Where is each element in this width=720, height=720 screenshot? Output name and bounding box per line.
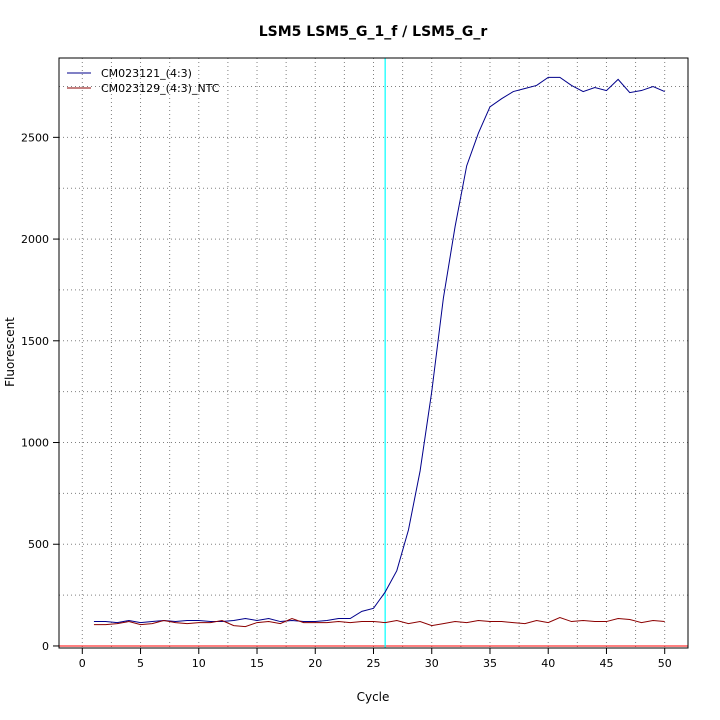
y-tick-label: 1000 — [21, 437, 49, 450]
y-tick-label: 500 — [28, 538, 49, 551]
y-tick-label: 2500 — [21, 131, 49, 144]
legend-label-1: CM023121_(4:3) — [101, 67, 192, 80]
y-axis-label: Fluorescent — [3, 317, 17, 387]
x-tick-label: 15 — [250, 657, 264, 670]
x-axis: 0 5 10 15 20 25 30 35 40 45 50 — [79, 648, 672, 670]
x-tick-label: 5 — [137, 657, 144, 670]
y-tick-label: 1500 — [21, 335, 49, 348]
y-axis: 0 500 1000 1500 2000 2500 — [21, 131, 59, 653]
y-tick-label: 2000 — [21, 233, 49, 246]
series-lines — [93, 76, 665, 628]
x-tick-label: 25 — [367, 657, 381, 670]
x-tick-label: 35 — [483, 657, 497, 670]
y-tick-label: 0 — [42, 640, 49, 653]
grid — [59, 58, 688, 648]
legend: CM023121_(4:3) CM023129_(4:3)_NTC — [67, 67, 220, 95]
chart-title: LSM5 LSM5_G_1_f / LSM5_G_r — [259, 24, 488, 40]
x-tick-label: 10 — [192, 657, 206, 670]
x-tick-label: 50 — [658, 657, 672, 670]
series-line-2 — [93, 616, 665, 628]
x-axis-label: Cycle — [357, 690, 390, 704]
x-tick-label: 40 — [541, 657, 555, 670]
legend-label-2: CM023129_(4:3)_NTC — [101, 82, 220, 95]
x-tick-label: 0 — [79, 657, 86, 670]
x-tick-label: 20 — [308, 657, 322, 670]
x-tick-label: 30 — [425, 657, 439, 670]
series-line-1 — [93, 76, 665, 624]
x-tick-label: 45 — [599, 657, 613, 670]
